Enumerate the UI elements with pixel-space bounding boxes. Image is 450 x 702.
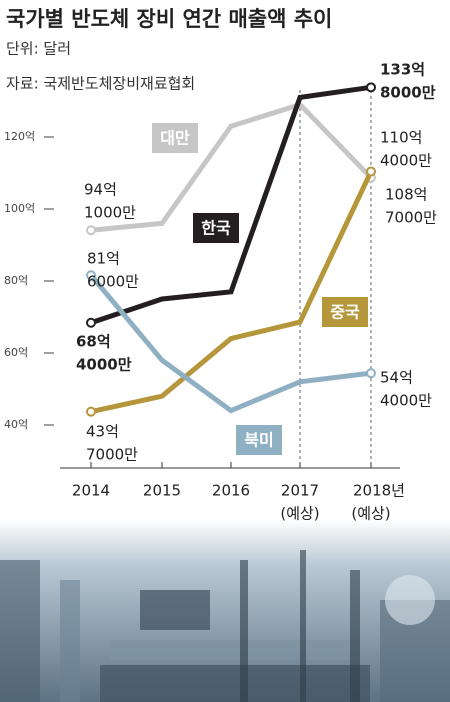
end-point — [86, 406, 96, 417]
y-tick-label: 60억 — [4, 346, 28, 359]
value-label: 94억 — [84, 181, 117, 199]
x-tick-label: 2018년 — [353, 482, 405, 500]
series-line — [90, 84, 372, 326]
series-line — [89, 273, 372, 414]
background-photo — [0, 520, 450, 702]
end-point — [86, 317, 96, 328]
value-label: 7000만 — [86, 446, 138, 464]
legend-label: 대만 — [160, 129, 190, 148]
x-tick-note: (예상) — [280, 505, 319, 523]
legend-box — [152, 123, 198, 153]
end-point — [366, 166, 376, 177]
end-point — [366, 368, 376, 379]
source: 자료: 국제반도체장비재료협회 — [6, 75, 195, 93]
legend-box — [236, 425, 282, 455]
x-tick-label: 2017 — [281, 482, 319, 500]
y-tick-label: 120억 — [4, 130, 35, 143]
legend-box — [322, 297, 368, 327]
x-tick-label: 2015 — [143, 482, 181, 500]
value-label: 7000만 — [385, 209, 437, 227]
end-point — [86, 225, 96, 236]
y-tick-label: 40억 — [4, 418, 28, 431]
value-label: 68억 — [76, 333, 111, 351]
value-label: 81억 — [87, 250, 120, 268]
value-label: 4000만 — [380, 152, 432, 170]
value-label: 110억 — [380, 129, 422, 147]
end-point — [366, 82, 376, 93]
legend-label: 북미 — [244, 431, 273, 450]
value-label: 133억 — [380, 61, 425, 79]
legend-label: 한국 — [201, 219, 231, 238]
end-point — [86, 270, 96, 281]
value-label: 54억 — [380, 369, 413, 387]
series-line — [90, 101, 373, 233]
legend-label: 중국 — [330, 303, 360, 322]
y-tick-label: 80억 — [4, 274, 28, 287]
y-tick-label: 100억 — [4, 202, 35, 215]
value-label: 108억 — [385, 186, 427, 204]
value-label: 4000만 — [76, 356, 132, 374]
value-label: 1000만 — [84, 204, 136, 222]
x-tick-label: 2016 — [212, 482, 250, 500]
chart-title: 국가별 반도체 장비 연간 매출액 추이 — [6, 7, 332, 31]
value-label: 6000만 — [87, 273, 139, 291]
x-tick-note: (예상) — [351, 505, 390, 523]
series-line — [90, 170, 374, 415]
value-label: 8000만 — [380, 84, 436, 102]
value-label: 4000만 — [380, 392, 432, 410]
legend-box — [193, 213, 239, 243]
x-tick-label: 2014 — [72, 482, 110, 500]
chart-subtitle: 단위: 달러 — [6, 40, 71, 58]
value-label: 43억 — [86, 423, 119, 441]
